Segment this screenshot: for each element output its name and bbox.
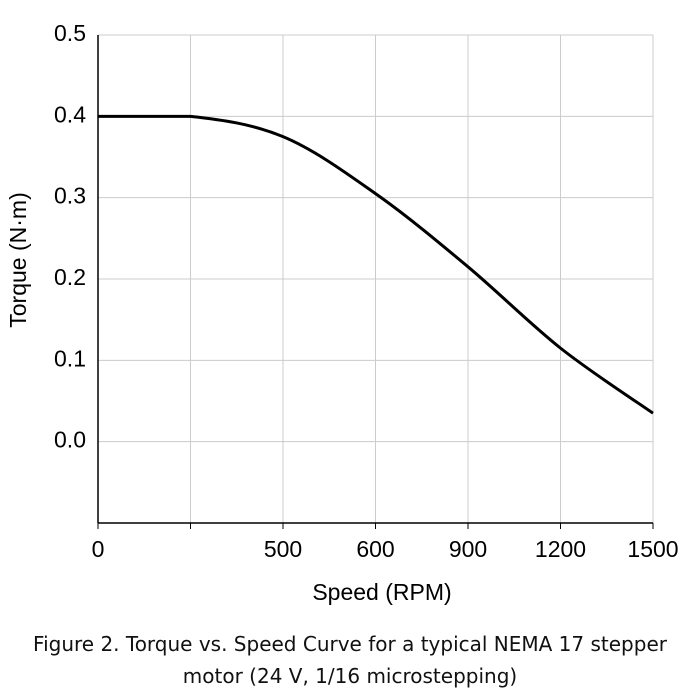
line-series <box>98 114 654 415</box>
x-tick-label: 900 <box>449 536 487 562</box>
x-tick-label: 600 <box>356 536 394 562</box>
y-tick-label: 0.4 <box>54 101 86 127</box>
y-tick-label: 0.2 <box>54 264 86 290</box>
chart: Speed (RPM) Torque (N·m) 0.0 0.1 0.2 0.3 0.4… <box>5 20 679 605</box>
x-tick-label: 0 <box>92 536 105 562</box>
x-tick-label: 1500 <box>627 536 678 562</box>
y-tick-label: 0.3 <box>54 183 86 209</box>
x-axis-title: Speed (RPM) <box>312 579 451 605</box>
y-tick-label: 0.1 <box>54 345 86 371</box>
y-axis-title: Torque (N·m) <box>5 192 31 327</box>
caption: Figure 2. Torque vs. Speed Curve for a t… <box>33 632 667 688</box>
y-tick-label: 0.0 <box>54 427 86 453</box>
x-tick-label: 1200 <box>535 536 586 562</box>
x-tick-label: 500 <box>264 536 302 562</box>
y-tick-label: 0.5 <box>54 20 86 46</box>
